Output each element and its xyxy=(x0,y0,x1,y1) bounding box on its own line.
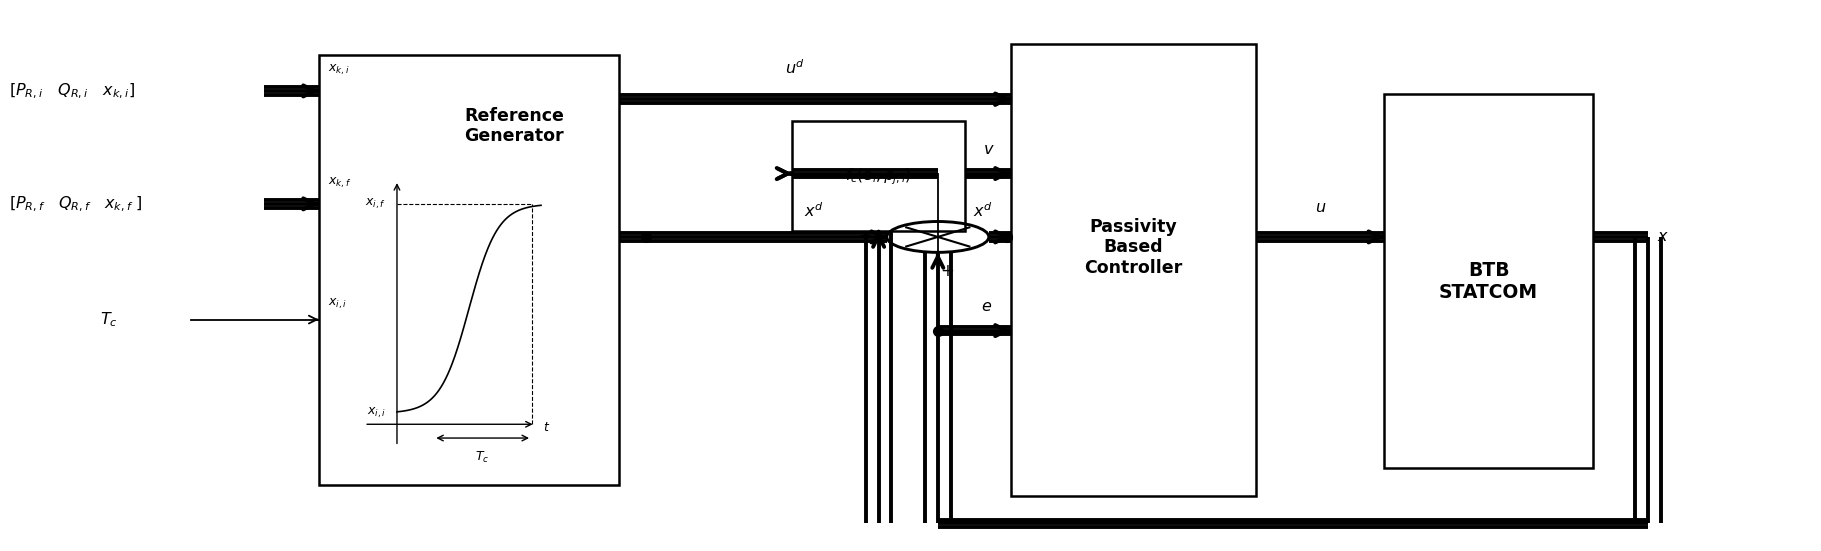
Text: BTB
STATCOM: BTB STATCOM xyxy=(1439,261,1539,301)
Text: $x_{i,i}$: $x_{i,i}$ xyxy=(368,406,386,420)
Text: $f_c(e_i, \rho_{j,i})$: $f_c(e_i, \rho_{j,i})$ xyxy=(845,166,912,187)
Bar xyxy=(1011,44,1256,496)
Text: $\left[P_{R,i}\quad Q_{R,i}\quad x_{k,i}\right]$: $\left[P_{R,i}\quad Q_{R,i}\quad x_{k,i}… xyxy=(9,81,135,101)
Text: $x^d$: $x^d$ xyxy=(972,202,992,220)
Text: $u^d$: $u^d$ xyxy=(785,58,805,77)
Bar xyxy=(1384,94,1593,468)
Text: +: + xyxy=(940,262,954,280)
Text: $T_c$: $T_c$ xyxy=(475,450,490,465)
Text: $x_{i,f}$: $x_{i,f}$ xyxy=(366,197,386,211)
Text: $x_{i,i}$: $x_{i,i}$ xyxy=(328,297,346,311)
Text: $v$: $v$ xyxy=(983,142,994,157)
Text: $x$: $x$ xyxy=(1657,229,1670,245)
Text: $u$: $u$ xyxy=(1315,200,1326,215)
Text: Reference
Generator: Reference Generator xyxy=(464,107,565,145)
Text: $-$: $-$ xyxy=(858,225,872,243)
Text: $x_{k,i}$: $x_{k,i}$ xyxy=(328,63,350,77)
Bar xyxy=(792,121,965,231)
Text: $x^d$: $x^d$ xyxy=(805,202,823,220)
Text: $T_c$: $T_c$ xyxy=(100,310,118,329)
Text: $x_{k,f}$: $x_{k,f}$ xyxy=(328,176,351,190)
Text: Passivity
Based
Controller: Passivity Based Controller xyxy=(1085,218,1182,277)
Text: $\left[P_{R,f}\quad Q_{R,f}\quad x_{k,f}\ \right]$: $\left[P_{R,f}\quad Q_{R,f}\quad x_{k,f}… xyxy=(9,194,142,214)
Bar xyxy=(319,55,619,485)
Text: $e$: $e$ xyxy=(982,299,992,314)
Text: $t$: $t$ xyxy=(543,420,550,434)
